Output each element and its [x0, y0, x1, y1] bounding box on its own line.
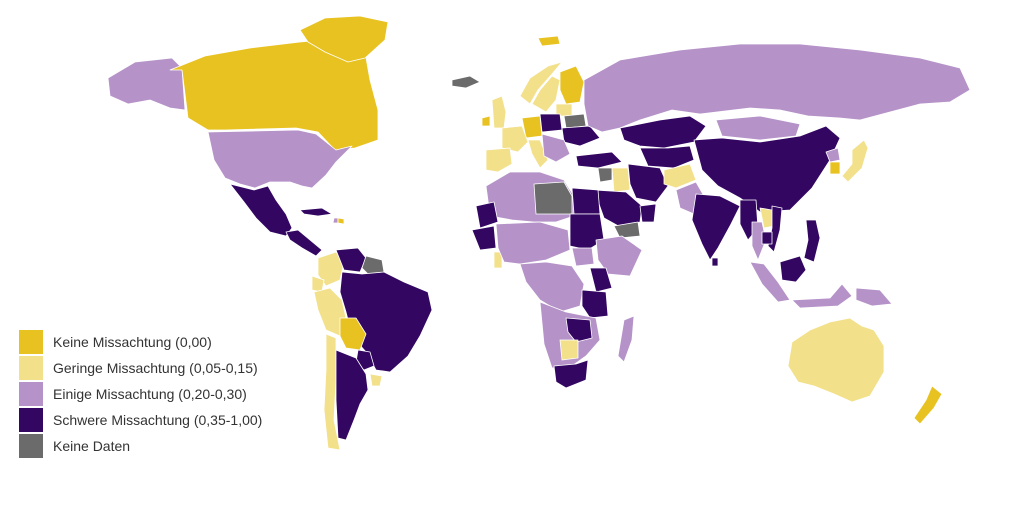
region-finland[interactable]	[559, 65, 585, 105]
region-south-africa[interactable]	[553, 359, 589, 389]
region-tanzania-region[interactable]	[581, 289, 609, 319]
region-indonesia-east[interactable]	[791, 283, 853, 309]
region-belarus[interactable]	[563, 113, 587, 129]
region-philippines[interactable]	[803, 219, 821, 263]
legend-swatch	[19, 382, 43, 406]
legend-item-nodata: Keine Daten	[19, 434, 339, 458]
region-uruguay[interactable]	[369, 373, 383, 387]
region-india[interactable]	[691, 193, 741, 261]
legend-label: Schwere Missachtung (0,35-1,00)	[53, 412, 263, 428]
region-egypt[interactable]	[571, 187, 601, 215]
region-balkans[interactable]	[541, 133, 571, 163]
region-russia[interactable]	[583, 43, 971, 133]
region-mauritania[interactable]	[475, 201, 499, 229]
legend-item-some: Einige Missachtung (0,20-0,30)	[19, 382, 339, 406]
region-central-asia[interactable]	[639, 145, 695, 169]
region-iberia[interactable]	[485, 147, 513, 173]
legend-item-low: Geringe Missachtung (0,05-0,15)	[19, 356, 339, 380]
legend-label: Keine Daten	[53, 438, 131, 454]
legend-item-severe: Schwere Missachtung (0,35-1,00)	[19, 408, 339, 432]
region-south-sudan[interactable]	[571, 247, 595, 267]
region-colombia[interactable]	[317, 251, 345, 287]
region-iran[interactable]	[627, 163, 669, 203]
region-afghanistan[interactable]	[663, 163, 697, 189]
region-botswana[interactable]	[559, 339, 579, 361]
region-alaska[interactable]	[107, 57, 186, 111]
region-mexico[interactable]	[229, 183, 293, 237]
region-senegal-west[interactable]	[471, 225, 497, 251]
legend-swatch	[19, 434, 43, 458]
region-central-america[interactable]	[285, 229, 323, 257]
legend-swatch	[19, 330, 43, 354]
region-dominican-republic[interactable]	[337, 217, 345, 225]
legend-item-none: Keine Missachtung (0,00)	[19, 330, 339, 354]
region-sri-lanka[interactable]	[711, 257, 719, 267]
region-italy[interactable]	[527, 139, 549, 169]
region-new-zealand[interactable]	[913, 385, 943, 425]
region-oman[interactable]	[639, 203, 657, 223]
region-ethiopia-somalia[interactable]	[595, 235, 643, 277]
region-france[interactable]	[501, 125, 529, 153]
region-madagascar[interactable]	[617, 315, 635, 363]
region-china[interactable]	[693, 125, 841, 213]
region-haiti[interactable]	[332, 217, 339, 224]
region-north-korea[interactable]	[825, 147, 841, 163]
region-syria[interactable]	[597, 167, 613, 183]
region-greenland[interactable]	[299, 15, 389, 63]
region-kazakhstan[interactable]	[619, 115, 707, 149]
region-iceland[interactable]	[451, 75, 481, 89]
region-zambia-malawi[interactable]	[565, 317, 593, 343]
legend-label: Geringe Missachtung (0,05-0,15)	[53, 360, 258, 376]
region-borneo[interactable]	[779, 255, 807, 283]
region-sudan[interactable]	[569, 213, 605, 251]
region-south-korea[interactable]	[829, 161, 841, 175]
region-malaysia-sumatra[interactable]	[749, 261, 791, 303]
region-kenya[interactable]	[589, 267, 613, 293]
region-saudi-arabia[interactable]	[593, 189, 643, 229]
region-uk[interactable]	[491, 95, 507, 129]
legend-label: Keine Missachtung (0,00)	[53, 334, 212, 350]
map-legend: Keine Missachtung (0,00) Geringe Missach…	[19, 330, 339, 460]
region-norway[interactable]	[519, 61, 563, 105]
legend-label: Einige Missachtung (0,20-0,30)	[53, 386, 247, 402]
region-turkey[interactable]	[575, 151, 623, 169]
region-thailand[interactable]	[751, 221, 767, 261]
region-argentina[interactable]	[335, 349, 369, 441]
region-poland[interactable]	[539, 113, 563, 133]
region-yemen[interactable]	[613, 221, 641, 239]
region-japan[interactable]	[841, 139, 869, 183]
region-australia[interactable]	[787, 317, 885, 403]
legend-swatch	[19, 408, 43, 432]
region-nigeria-region[interactable]	[495, 221, 571, 265]
region-svalbard[interactable]	[537, 35, 561, 47]
region-ireland[interactable]	[481, 115, 491, 127]
region-usa[interactable]	[207, 129, 353, 189]
region-mongolia[interactable]	[715, 115, 801, 141]
region-libya[interactable]	[533, 181, 573, 215]
region-central-africa[interactable]	[519, 261, 585, 313]
region-canada[interactable]	[169, 37, 379, 151]
region-cambodia[interactable]	[761, 231, 773, 245]
legend-swatch	[19, 356, 43, 380]
region-papua-new-guinea[interactable]	[855, 287, 893, 307]
region-iraq[interactable]	[611, 167, 631, 193]
region-cuba[interactable]	[299, 207, 333, 217]
